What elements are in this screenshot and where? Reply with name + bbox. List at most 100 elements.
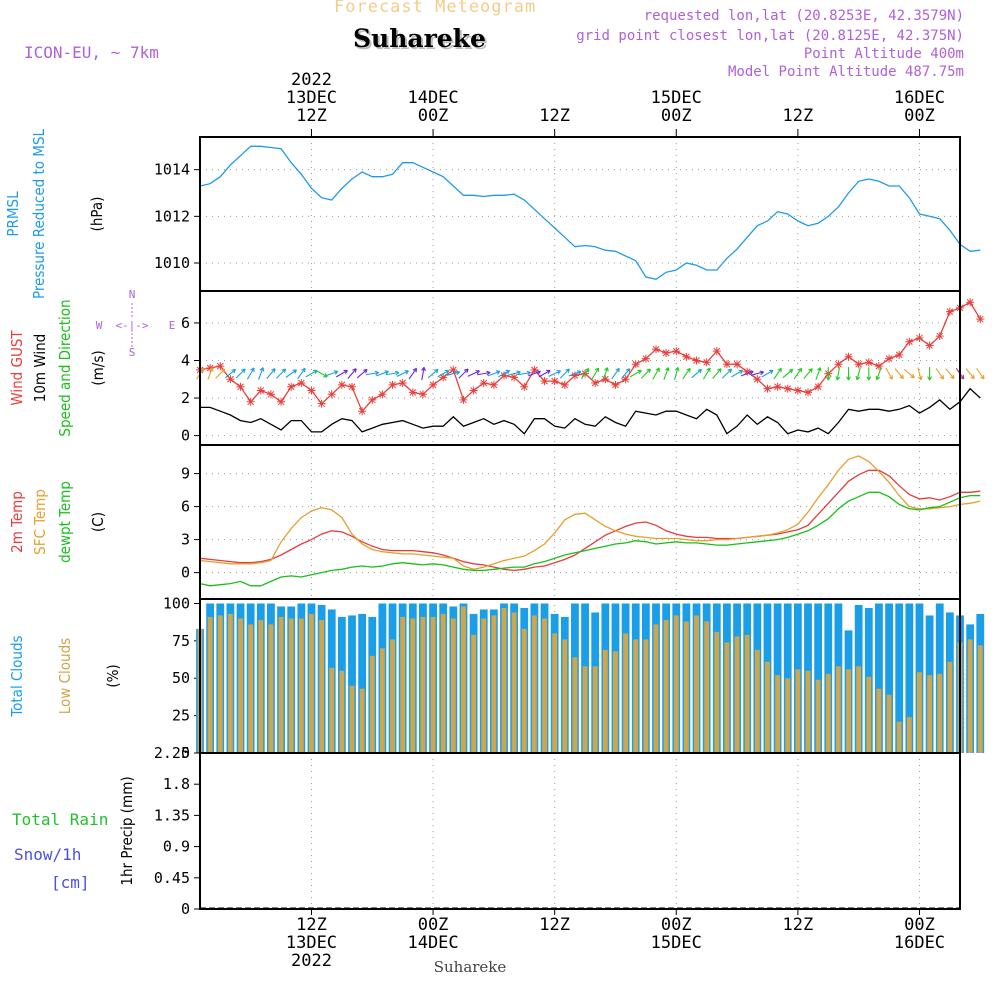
wind-direction-arrow <box>652 367 660 380</box>
low-clouds-bar <box>876 688 882 753</box>
gust-marker <box>722 360 731 369</box>
y-tick-label: 100 <box>163 594 190 612</box>
y-tick-label: 75 <box>172 632 190 650</box>
temperature-frame <box>199 444 961 600</box>
gust-marker <box>945 307 954 316</box>
y-tick-label: 1012 <box>154 207 190 225</box>
bottom-time-label: 16DEC <box>894 933 945 953</box>
low-clouds-bar <box>552 633 558 753</box>
gust-marker <box>895 350 904 359</box>
total-clouds-bar <box>905 603 914 753</box>
pressure-panel: 1010 1012 1014 PRMSL Pressure Reduced to MSL… <box>4 128 981 299</box>
wind-direction-arrow <box>927 367 933 381</box>
low-clouds-bar <box>461 606 466 753</box>
wind-direction-arrow <box>376 370 389 377</box>
total-clouds-bar <box>885 603 893 753</box>
precip-legend-label: Snow/1h <box>14 845 81 864</box>
low-clouds-bar <box>917 672 922 753</box>
gust-marker <box>621 375 630 384</box>
low-clouds-bar <box>977 645 983 753</box>
wind-direction-arrow <box>559 368 570 379</box>
wind-direction-arrow <box>396 370 410 377</box>
top-time-label: 12Z <box>783 106 814 126</box>
low-clouds-bar <box>775 675 781 753</box>
gust-marker <box>854 360 863 369</box>
wind-direction-arrow <box>548 370 562 377</box>
wind-direction-arrow <box>935 367 945 380</box>
gust-marker <box>591 379 600 388</box>
prmsl-line <box>199 145 981 280</box>
gust-marker <box>793 386 802 395</box>
gust-marker <box>297 379 306 388</box>
y-axis-label: 10m Wind <box>31 334 49 403</box>
low-clouds-bar <box>744 634 750 753</box>
low-clouds-bar <box>795 669 801 753</box>
wind-direction-arrow <box>477 370 491 376</box>
wind-direction-arrow <box>246 367 255 380</box>
gust-marker <box>418 390 427 399</box>
gust-marker <box>601 375 610 384</box>
wind-direction-arrow <box>528 370 541 377</box>
wind-direction-arrow <box>740 370 754 377</box>
low-clouds-bar <box>633 639 639 753</box>
requested-coordinates: requested lon,lat (20.8253E, 42.3579N) <box>643 8 964 24</box>
gust-marker <box>246 397 255 406</box>
pressure-frame <box>199 136 961 292</box>
sfc-temp-line <box>199 455 981 570</box>
wind-direction-arrow <box>347 368 357 379</box>
gust-marker <box>277 397 286 406</box>
gust-marker <box>814 382 823 391</box>
gust-marker <box>327 390 336 399</box>
low-clouds-bar <box>258 619 264 753</box>
wind-direction-arrow <box>325 370 339 377</box>
y-tick-label: 0 <box>181 744 190 762</box>
y-tick-label: 0 <box>181 427 190 445</box>
y-tick-label: 1.35 <box>154 806 190 824</box>
low-clouds-bar <box>491 615 497 753</box>
bottom-time-label: 12Z <box>783 915 814 935</box>
top-time-label: 12Z <box>539 106 570 126</box>
wind-direction-arrow <box>207 367 214 380</box>
y-tick-label: 0.9 <box>163 838 190 856</box>
gust-marker <box>500 371 508 380</box>
wind-direction-arrow <box>815 367 822 380</box>
bottom-time-label: 15DEC <box>651 933 702 953</box>
temperature-panel: 0 3 6 9 2m Temp SFC Temp dewpt Temp (C) <box>8 444 981 600</box>
low-clouds-bar <box>896 721 902 753</box>
y-axis-label: (C) <box>89 512 107 532</box>
total-clouds-bar <box>814 603 823 753</box>
wind-direction-arrow <box>487 370 501 377</box>
low-clouds-bar <box>400 616 406 753</box>
y-tick-label: 25 <box>172 707 190 725</box>
low-clouds-bar <box>248 624 254 753</box>
top-time-label: 16DEC <box>894 88 945 108</box>
low-clouds-bar <box>379 648 385 753</box>
bottom-time-label: 00Z <box>904 915 935 935</box>
y-axis-label: Pressure Reduced to MSL <box>30 128 48 299</box>
low-clouds-bar <box>430 616 436 753</box>
gust-marker <box>236 382 245 391</box>
gust-marker <box>763 384 772 393</box>
wind-direction-arrow <box>621 368 631 379</box>
dewpt-temp-line <box>199 491 981 587</box>
bottom-time-label: 12Z <box>539 915 570 935</box>
gust-marker <box>976 315 985 324</box>
wind-direction-arrow <box>803 368 813 379</box>
low-clouds-bar <box>602 649 608 753</box>
10m-wind-line <box>200 387 981 435</box>
compass-south: S <box>129 346 136 359</box>
wind-direction-arrow <box>782 368 794 379</box>
gust-marker <box>449 365 458 374</box>
y-axis-label: (hPa) <box>88 197 106 232</box>
low-clouds-bar <box>673 615 679 753</box>
gust-marker <box>337 380 346 389</box>
precip-panel: 0 0.45 0.9 1.35 1.8 2.25 1hr Precip (mm) Total … <box>12 744 961 918</box>
gust-marker <box>662 348 671 357</box>
gust-marker <box>489 380 498 389</box>
wind-direction-arrow <box>976 367 985 380</box>
compass-north: N <box>129 288 136 301</box>
y-axis-label: Speed and Direction <box>56 299 74 436</box>
wind-direction-arrow <box>731 369 744 378</box>
station-title: Suhareke <box>353 24 486 53</box>
gust-marker <box>570 371 579 380</box>
